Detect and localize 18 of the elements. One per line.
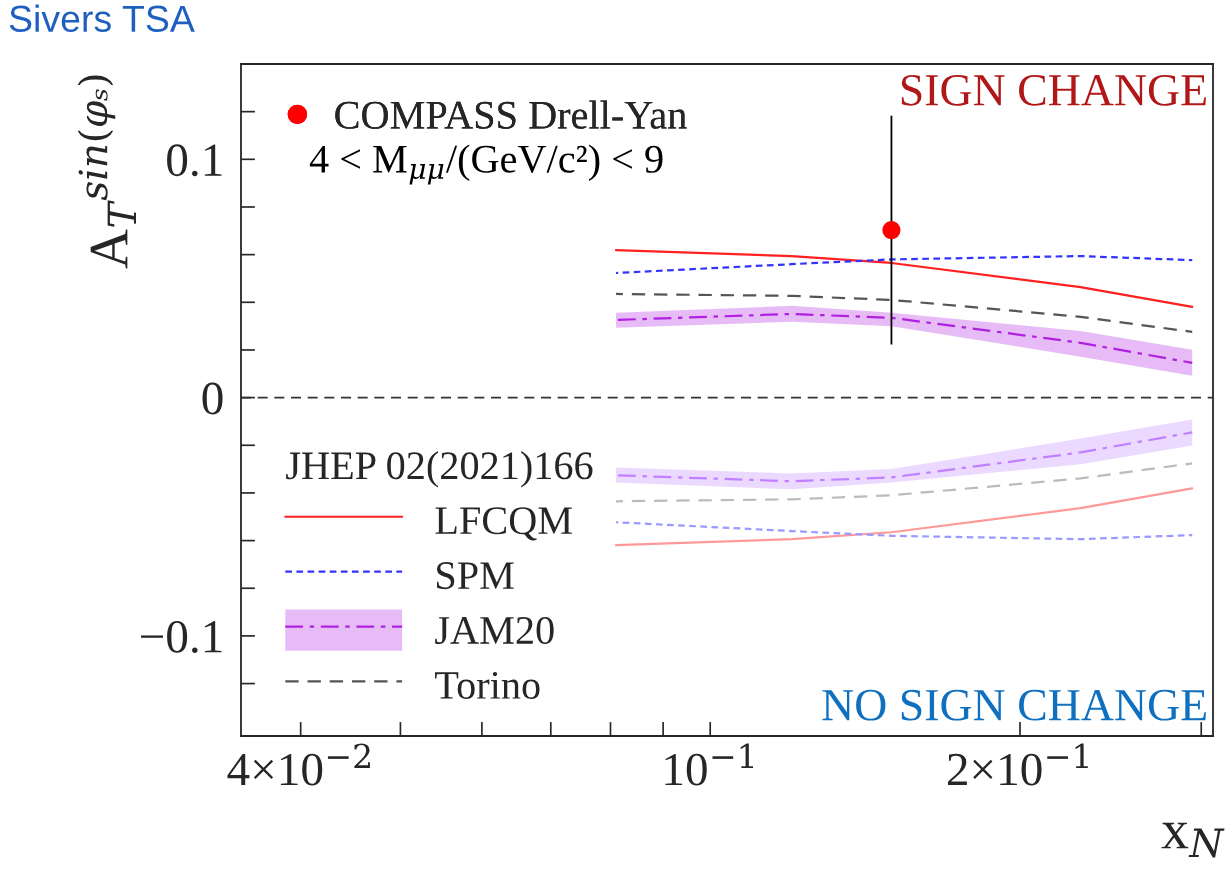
x-axis-title: x$_{N}$	[1161, 822, 1225, 858]
y-tick-label: 0	[202, 382, 223, 415]
legend-label: SPM	[437, 562, 514, 590]
legend-label: COMPASS Drell-Yan	[335, 100, 687, 129]
legend-label: JAM20	[435, 616, 554, 645]
y-tick-label: 0.1	[167, 144, 222, 177]
legend-label: LFCQM	[435, 507, 572, 541]
y-tick-label: −0.1	[141, 620, 222, 653]
x-tick-label: 4×10$^{−2}$	[227, 743, 370, 786]
annotation: NO SIGN CHANGE	[822, 689, 1206, 721]
y-axis-title: A$_{T}$$^{sin(φₛ)}$	[77, 75, 136, 269]
chart-title: Sivers TSA	[9, 4, 195, 33]
x-tick-label: 10$^{−1}$	[665, 743, 754, 786]
annotation: SIGN CHANGE	[901, 74, 1206, 106]
legend-label: Torino	[435, 671, 540, 699]
x-tick-label: 2×10$^{−1}$	[947, 743, 1088, 786]
legend-title: JHEP 02(2021)166	[286, 451, 593, 488]
annotation: 4 < M$_{μμ}$/(GeV/c²) < 9	[309, 144, 663, 185]
